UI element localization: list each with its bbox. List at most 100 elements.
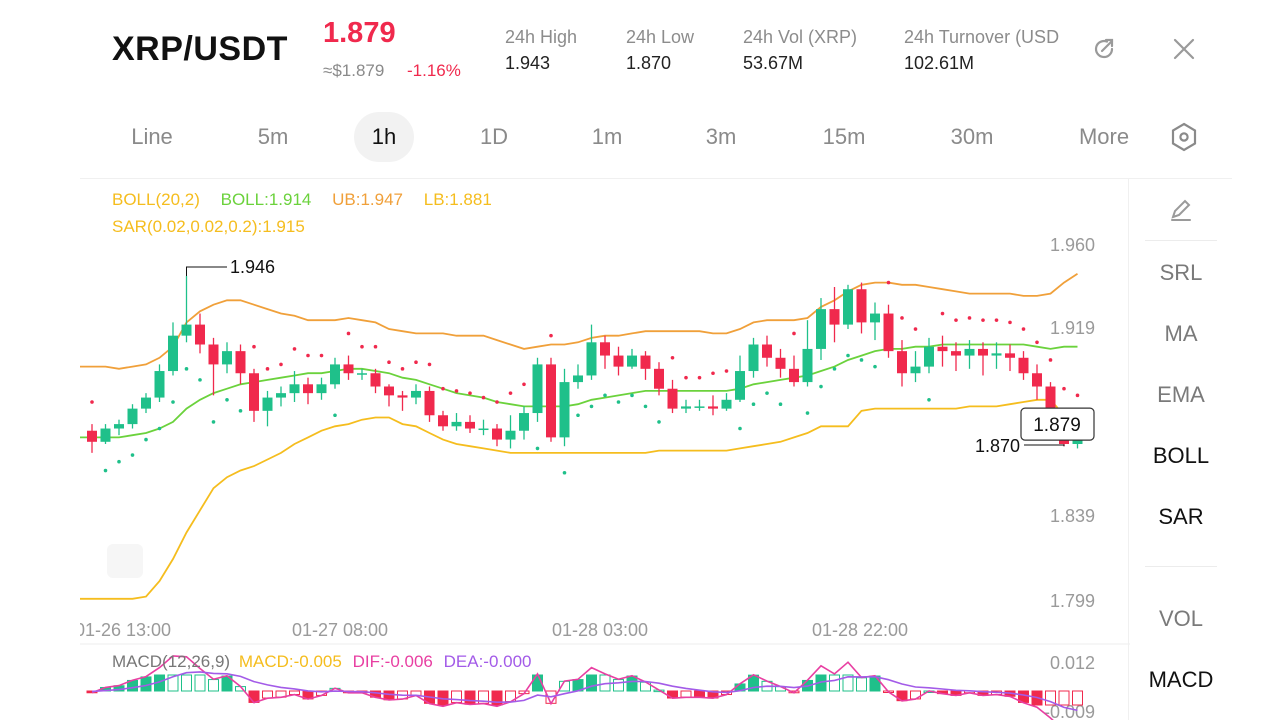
sar-dot xyxy=(198,378,202,382)
sar-dot xyxy=(765,391,769,395)
boll-lower-line xyxy=(80,398,1078,600)
sar-dot xyxy=(495,400,499,404)
candle-down xyxy=(856,289,867,323)
sar-dot xyxy=(670,355,675,360)
sar-dot xyxy=(819,384,823,389)
sar-dot xyxy=(481,395,486,400)
candle-up xyxy=(181,324,192,336)
candle-down xyxy=(762,344,772,358)
sar-dot xyxy=(913,327,918,331)
sar-dot xyxy=(616,400,621,404)
sar-dot xyxy=(454,389,459,393)
sidebar-item-ema[interactable]: EMA xyxy=(1157,382,1205,407)
close-icon[interactable] xyxy=(1169,34,1199,64)
sar-dot xyxy=(967,316,972,320)
sidebar-item-ma[interactable]: MA xyxy=(1164,321,1198,346)
dif-value: DIF:-0.006 xyxy=(352,652,433,671)
candle-up xyxy=(168,335,178,372)
candle-down xyxy=(937,346,948,352)
boll-legend: BOLL(20,2) BOLL:1.914 UB:1.947 LB:1.881 xyxy=(112,190,492,210)
candle-down xyxy=(465,421,475,429)
macd-histogram-bar xyxy=(167,674,179,692)
candle-down xyxy=(883,313,894,352)
macd-histogram-bar xyxy=(1058,690,1070,706)
sar-dot xyxy=(157,426,162,431)
sar-dot xyxy=(1075,393,1080,398)
sar-dot xyxy=(144,437,148,442)
candle-up xyxy=(559,382,570,438)
sar-dot xyxy=(994,318,999,322)
candle-down xyxy=(384,386,394,396)
dea-line xyxy=(91,671,1078,712)
boll-mid-line xyxy=(80,343,1078,439)
y-tick-label: 1.919 xyxy=(1050,318,1095,338)
macd-histogram-bar xyxy=(626,675,638,692)
tab-30m[interactable]: 30m xyxy=(950,124,994,149)
candle-down xyxy=(654,368,664,389)
sar-dot xyxy=(643,404,648,409)
sidebar-item-srl[interactable]: SRL xyxy=(1159,260,1203,285)
high-price-label: 1.946 xyxy=(230,257,275,277)
candle-down xyxy=(600,342,610,356)
sidebar-item-vol[interactable]: VOL xyxy=(1158,606,1204,631)
macd-histogram-bar xyxy=(262,690,273,699)
sar-dot xyxy=(954,318,958,322)
candle-down xyxy=(1018,357,1029,374)
share-icon[interactable] xyxy=(1089,34,1119,64)
sar-dot xyxy=(441,386,445,391)
candle-down xyxy=(1005,353,1015,358)
candle-up xyxy=(735,371,745,400)
sar-dot xyxy=(859,358,864,362)
sar-dot xyxy=(319,353,324,358)
tab-5m[interactable]: 5m xyxy=(257,124,289,149)
sar-dot xyxy=(373,344,378,349)
tab-1h[interactable]: 1h xyxy=(354,112,414,162)
candle-up xyxy=(276,393,286,398)
sar-dot xyxy=(292,347,297,351)
candle-up xyxy=(357,373,367,375)
macd-histogram-bar xyxy=(586,674,597,692)
sar-dot xyxy=(738,426,742,431)
candle-down xyxy=(789,368,799,383)
tab-15m[interactable]: 15m xyxy=(822,124,866,149)
sar-dot xyxy=(630,393,634,398)
sidebar-item-boll[interactable]: BOLL xyxy=(1152,443,1210,468)
sar-dot xyxy=(522,382,526,387)
sar-dot xyxy=(265,367,270,371)
candle-down xyxy=(235,351,246,374)
sar-dot xyxy=(184,367,189,371)
sar-dot xyxy=(171,400,175,404)
sidebar-item-macd[interactable]: MACD xyxy=(1148,667,1214,692)
draw-tool-icon[interactable] xyxy=(1129,195,1233,229)
sidebar-item-sar[interactable]: SAR xyxy=(1158,504,1204,529)
sar-dot xyxy=(252,344,256,349)
boll-upper-value: UB:1.947 xyxy=(332,190,403,209)
sar-dot xyxy=(468,391,472,395)
sar-dot xyxy=(657,420,661,424)
macd-histogram-bar xyxy=(680,690,692,698)
candle-up xyxy=(451,421,462,427)
sar-dot xyxy=(832,367,837,371)
indicator-sidebar: SRL MA EMA BOLL SAR VOL MACD xyxy=(1128,178,1232,720)
candle-up xyxy=(519,413,529,431)
boll-lower-value: LB:1.881 xyxy=(423,190,492,209)
tab-1d[interactable]: 1D xyxy=(479,124,509,149)
candle-up xyxy=(964,348,975,356)
sar-dot xyxy=(117,459,121,464)
sar-dot xyxy=(724,369,729,373)
candle-down xyxy=(249,373,259,411)
indicator-settings-icon[interactable] xyxy=(1168,121,1200,153)
candle-up xyxy=(411,390,421,398)
candlestick-chart[interactable]: 1.960 1.919 1.839 1.799 01-26 13:00 01-27 08:… xyxy=(80,179,1130,720)
candle-down xyxy=(978,348,988,356)
sar-dot xyxy=(427,362,432,367)
sar-dot xyxy=(684,375,688,380)
tab-more[interactable]: More xyxy=(1078,124,1130,149)
macd-histogram-bar xyxy=(1072,690,1083,706)
sar-dot xyxy=(1008,320,1012,325)
tab-3m[interactable]: 3m xyxy=(705,124,737,149)
pair-title[interactable]: XRP/USDT xyxy=(112,30,288,68)
chart-area[interactable]: BOLL(20,2) BOLL:1.914 UB:1.947 LB:1.881 … xyxy=(80,178,1130,720)
tab-1m[interactable]: 1m xyxy=(591,124,623,149)
tab-line[interactable]: Line xyxy=(131,124,173,149)
